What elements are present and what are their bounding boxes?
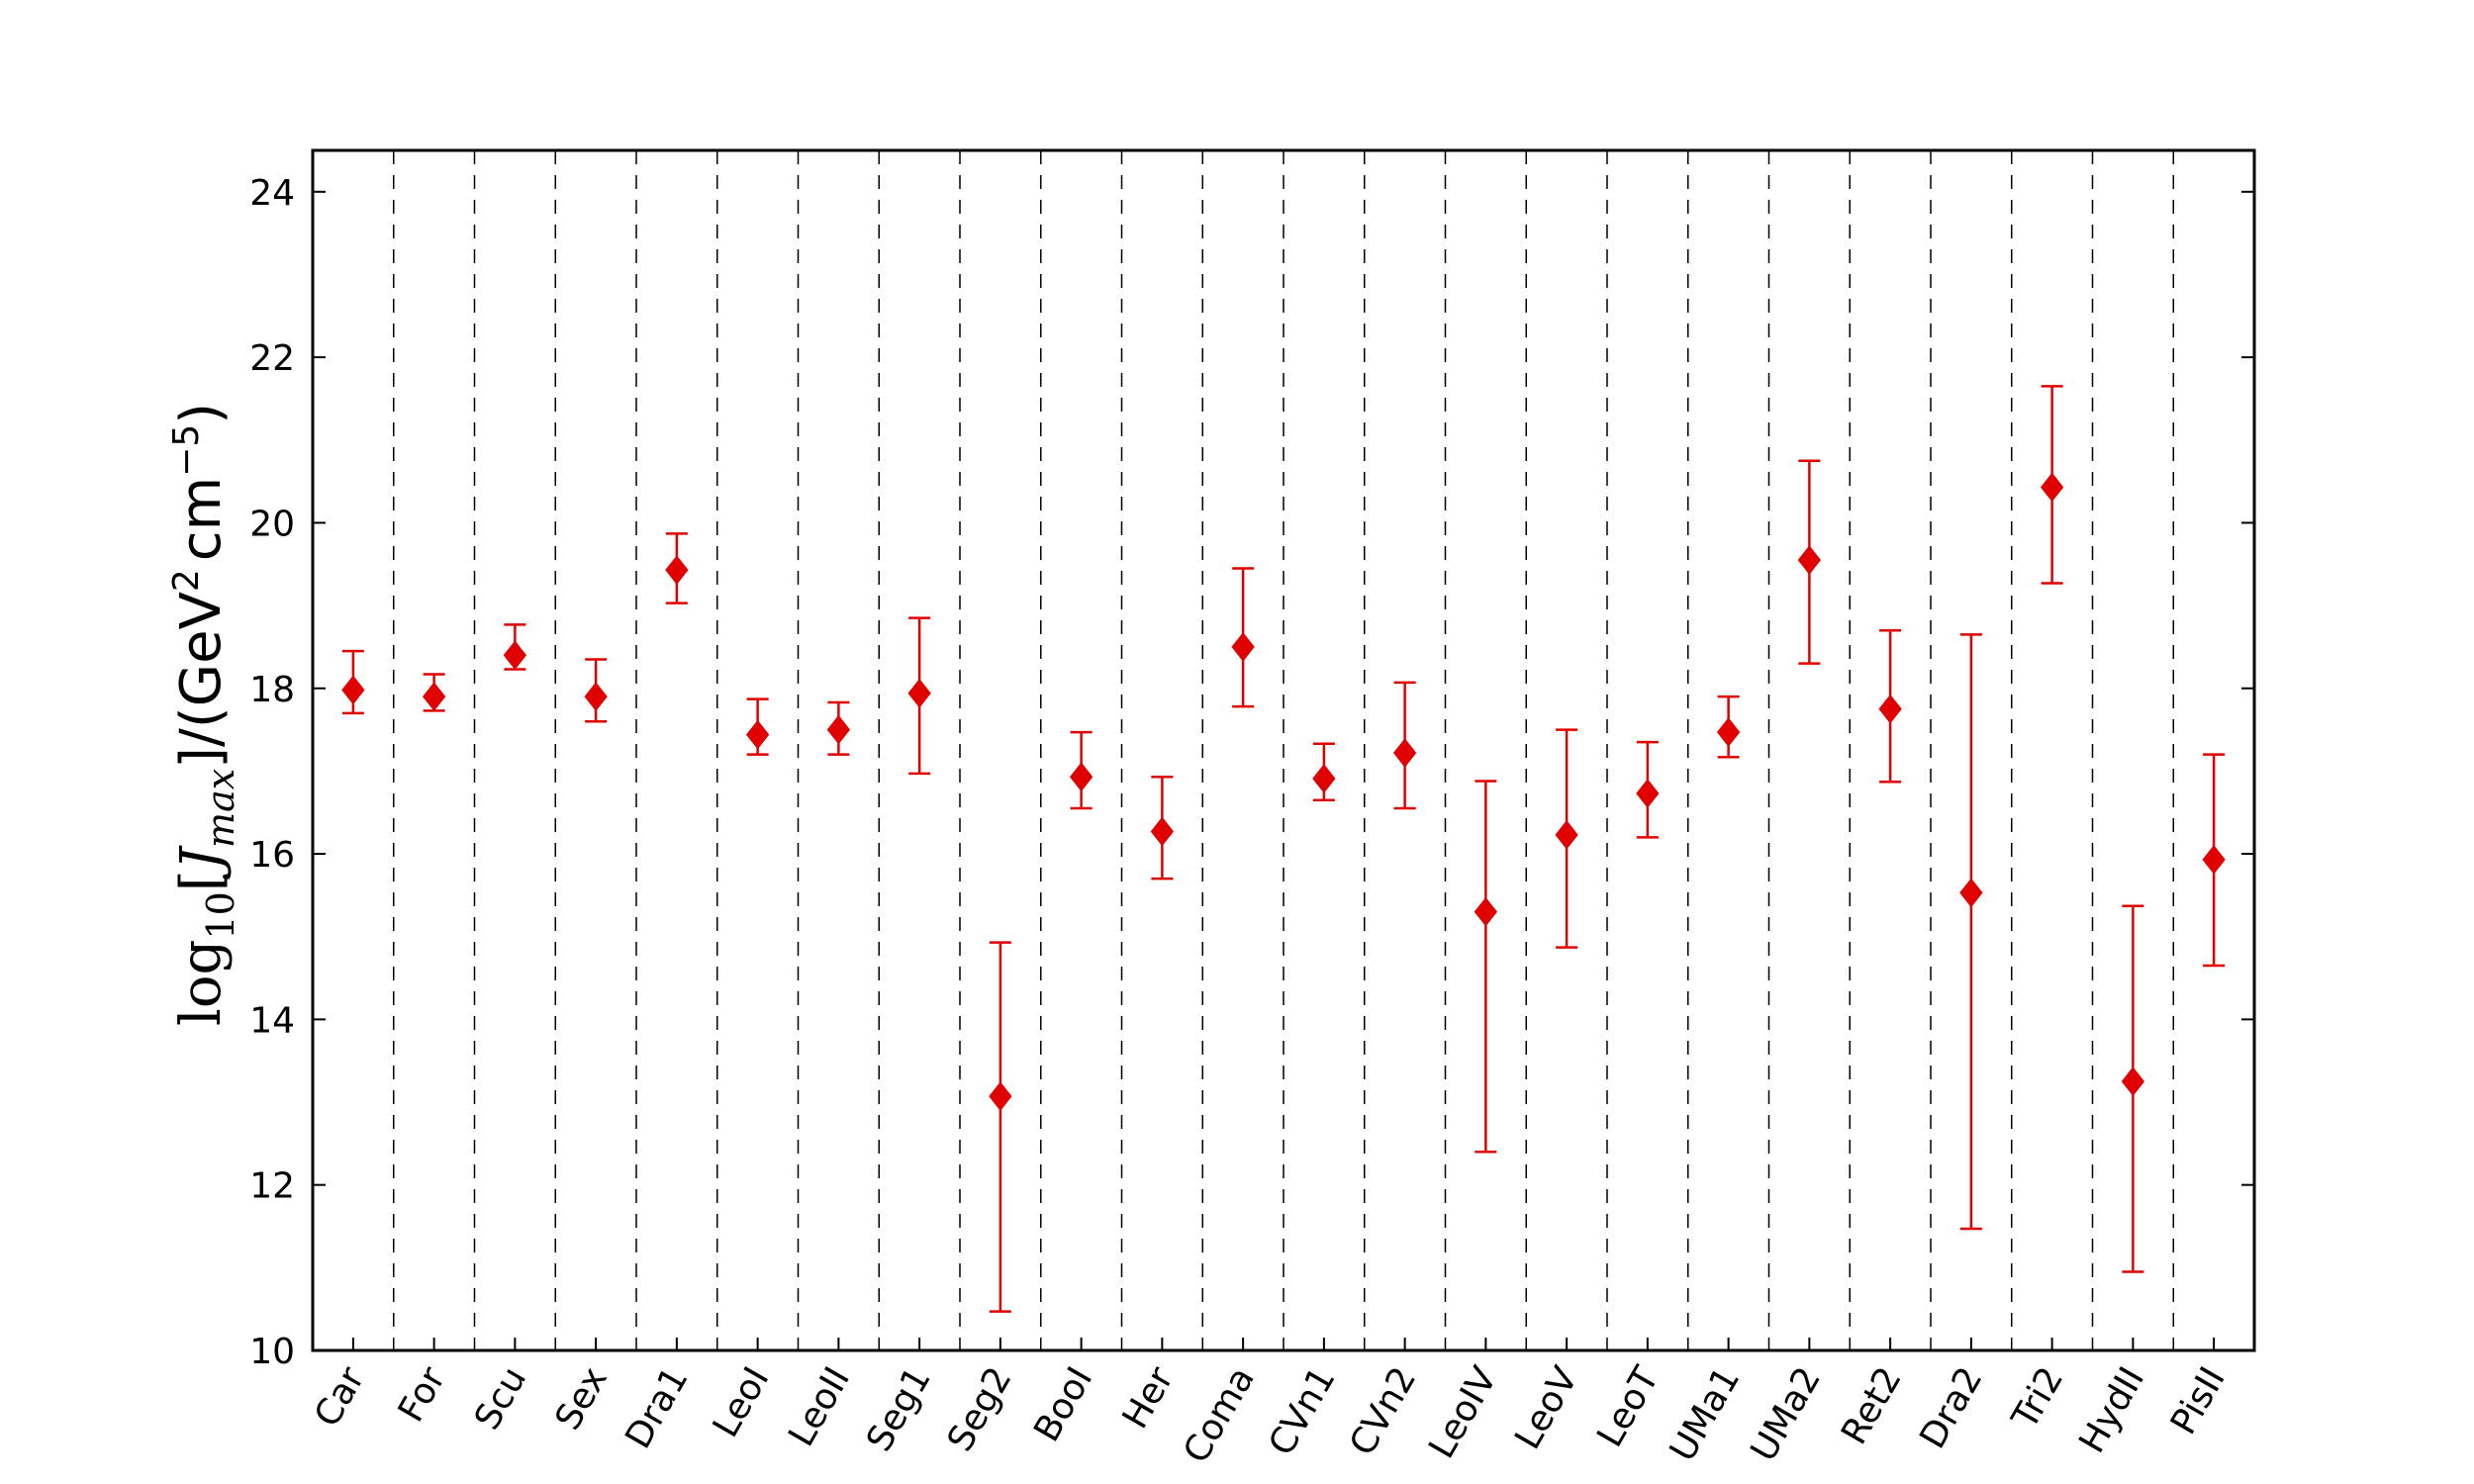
y-tick-label: 18 <box>249 670 295 710</box>
data-point-LeoT <box>1636 779 1660 808</box>
data-point-For <box>422 682 446 711</box>
data-point-UMa1 <box>1716 717 1741 747</box>
y-tick-label: 22 <box>249 338 295 379</box>
data-point-BooI <box>1069 762 1094 792</box>
data-point-Seg1 <box>907 678 931 708</box>
y-tick-label: 12 <box>249 1166 295 1207</box>
data-point-CVn2 <box>1392 738 1417 768</box>
data-point-Sex <box>584 682 608 711</box>
data-point-LeoII <box>826 714 851 745</box>
data-point-Her <box>1150 816 1175 847</box>
data-point-Tri2 <box>2040 472 2064 503</box>
data-point-Seg2 <box>989 1081 1012 1111</box>
data-point-LeoIV <box>1474 896 1498 927</box>
data-point-LeoV <box>1555 820 1578 850</box>
data-point-Dra2 <box>1959 878 1983 908</box>
data-point-UMa2 <box>1797 545 1822 575</box>
data-point-Coma <box>1231 632 1255 662</box>
y-tick-label: 10 <box>249 1332 295 1372</box>
data-point-Ret2 <box>1878 694 1902 724</box>
data-point-LeoI <box>745 719 770 750</box>
y-tick-label: 16 <box>249 835 295 876</box>
data-point-PisII <box>2202 845 2226 875</box>
data-point-HydII <box>2121 1067 2145 1096</box>
data-point-Scu <box>503 640 527 671</box>
y-axis-label: log10[Jmax]/(GeV2cm−5) <box>166 403 242 1026</box>
data-point-CVn1 <box>1312 764 1336 793</box>
plot-frame <box>311 148 2256 1352</box>
category-separators <box>393 150 2174 1350</box>
y-tick-label: 20 <box>249 504 295 544</box>
data-point-Car <box>341 675 365 705</box>
data-point-Dra1 <box>665 555 689 585</box>
y-axis: 10 12 14 16 18 20 22 24 <box>249 173 2254 1372</box>
data-markers <box>341 472 2226 1111</box>
y-tick-label: 24 <box>249 173 295 214</box>
y-tick-label: 14 <box>249 1000 295 1041</box>
